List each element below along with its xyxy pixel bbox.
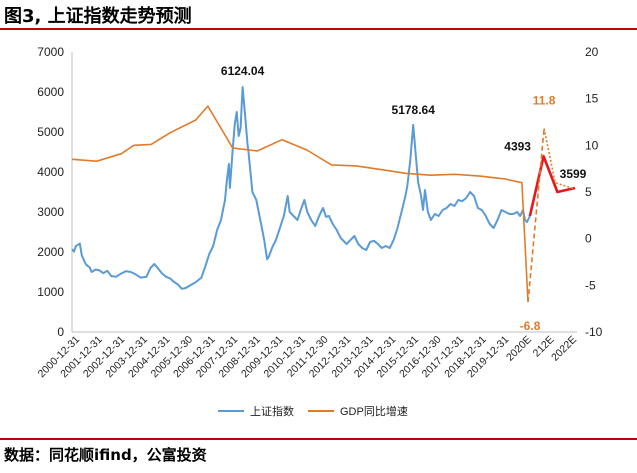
right-tick-label: 15: [585, 92, 599, 106]
title-rule: [0, 28, 637, 30]
legend-label: GDP同比增速: [340, 404, 408, 418]
annotation-peak-2015: 5178.64: [392, 103, 436, 117]
gdp-forecast-rise: [527, 128, 545, 303]
source-note: 数据：同花顺ifind，公富投资: [4, 446, 207, 464]
left-tick-label: 7000: [37, 45, 64, 59]
left-tick-label: 4000: [37, 165, 64, 179]
left-tick-label: 3000: [37, 205, 64, 219]
legend-label: 上证指数: [250, 404, 294, 418]
annotation-forecast-2020: 4393: [504, 139, 531, 153]
left-tick-label: 5000: [37, 125, 64, 139]
right-tick-label: 10: [585, 138, 599, 152]
right-tick-label: 5: [585, 185, 592, 199]
x-tick-label: 2022E: [549, 334, 579, 364]
right-tick-label: 20: [585, 45, 599, 59]
right-tick-label: -10: [585, 325, 603, 339]
right-tick-label: -5: [585, 278, 596, 292]
left-tick-label: 1000: [37, 285, 64, 299]
chart-title: 图3, 上证指数走势预测: [4, 6, 192, 27]
annotation-peak-2007: 6124.04: [221, 64, 265, 78]
annotation-gdp-low: -6.8: [520, 319, 541, 333]
annotation-forecast-2022: 3599: [560, 167, 587, 181]
footer-rule: [0, 438, 637, 440]
left-tick-label: 6000: [37, 85, 64, 99]
right-tick-label: 0: [585, 232, 592, 246]
left-tick-label: 0: [57, 325, 64, 339]
x-tick-label: 2020E: [504, 334, 534, 364]
gdp-forecast-fall: [543, 128, 576, 190]
series-line-GDP同比增速: [71, 105, 529, 303]
annotation-gdp-high: 11.8: [533, 94, 556, 108]
left-tick-label: 2000: [37, 245, 64, 259]
series-line-上证指数预测: [528, 155, 576, 217]
series-line-上证指数: [71, 86, 531, 290]
